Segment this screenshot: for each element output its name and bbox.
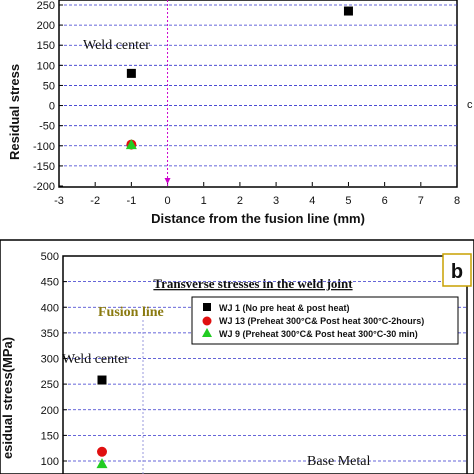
panel-a-data-marks	[125, 6, 353, 150]
panel-a-x-tick-label: 5	[345, 195, 351, 207]
legend-entry-wj9: WJ 9 (Preheat 300°C& Post heat 300°C-30 …	[219, 329, 418, 339]
panel-b-y-tick-label: 400	[41, 302, 59, 314]
panel-b-point-triangle	[96, 458, 108, 469]
panel-b-y-tick-label: 150	[41, 430, 59, 442]
panel-a-x-ticks: -3 -2 -1 0 1 2 3 4 5 6 7 8	[54, 182, 460, 207]
panel-a-x-tick-label: 7	[418, 195, 424, 207]
panel-b-y-tick-label: 350	[41, 328, 59, 340]
panel-b-point-square	[97, 375, 107, 385]
panel-b-y-axis-label: esidual stress(MPa)	[0, 337, 15, 459]
panel-b-y-tick-label: 300	[41, 354, 59, 366]
panel-b-badge-label: b	[451, 261, 463, 283]
panel-b-y-tick-label: 100	[41, 456, 59, 468]
legend-entry-wj13: WJ 13 (Preheat 300°C& Post heat 300°C-2h…	[219, 316, 424, 326]
panel-a-weld-center-annotation: Weld center	[83, 38, 150, 53]
panel-a-point-square	[126, 68, 136, 78]
panel-a-x-tick-label: -2	[90, 195, 100, 207]
panel-b-y-tick-label: 500	[41, 251, 59, 263]
panel-a-y-axis-label: Residual stress	[7, 64, 22, 160]
panel-b: 100 150 200 250 300 350 400 450 500 Transverse s…	[0, 251, 472, 474]
panel-a-y-tick-label: -100	[33, 141, 55, 153]
panel-a-x-tick-label: 8	[454, 195, 460, 207]
panel-b-badge	[442, 253, 472, 287]
panel-a-gridlines	[59, 4, 457, 167]
panel-a-x-tick-label: 4	[309, 195, 315, 207]
panel-a-x-tick-label: 6	[382, 195, 388, 207]
panel-a-fusion-arrow	[164, 178, 171, 184]
panel-b-point-circle	[97, 446, 107, 457]
panel-a-point-triangle	[125, 139, 137, 150]
panel-a-x-tick-label: 3	[273, 195, 279, 207]
panel-b-y-tick-label: 200	[41, 405, 59, 417]
panel-a-y-ticks: -200 -150 -100 -50 0 50 100 150 200 250	[33, 0, 63, 193]
panel-b-plot-frame	[62, 255, 468, 474]
panel-a-plot-frame	[58, 0, 458, 188]
panel-a-y-tick-label: -50	[39, 121, 55, 133]
legend-square-marker	[203, 303, 211, 311]
panel-a-x-tick-label: 0	[164, 195, 170, 207]
panel-a-y-tick-label: 50	[43, 80, 55, 92]
panel-b-legend: WJ 1 (No pre heat & post heat) WJ 13 (Pr…	[191, 296, 459, 345]
panel-a-y-tick-label: -150	[33, 161, 55, 173]
panel-a-x-tick-label: -3	[54, 195, 64, 207]
panel-a-y-tick-label: -200	[33, 181, 55, 193]
panel-a-x-tick-label: 1	[201, 195, 207, 207]
panel-a-point-square	[343, 6, 353, 16]
panel-a-y-tick-label: 0	[49, 101, 55, 113]
panel-a-x-tick-label: -1	[126, 195, 136, 207]
panel-b-title: Transverse stresses in the weld joint	[153, 276, 353, 291]
legend-entry-wj1: WJ 1 (No pre heat & post heat)	[219, 303, 350, 313]
legend-triangle-marker	[202, 328, 212, 337]
panel-a-y-tick-label: 150	[37, 40, 55, 52]
panel-b-y-tick-label: 250	[41, 379, 59, 391]
panel-a-y-tick-label: 200	[37, 20, 55, 32]
panel-b-weld-center-annotation: Weld center	[62, 352, 129, 367]
panel-b-y-ticks: 100 150 200 250 300 350 400 450 500	[41, 251, 67, 468]
panel-b-y-tick-label: 450	[41, 277, 59, 289]
legend-box	[191, 296, 459, 345]
panel-b-base-metal-annotation: Base Metal	[307, 454, 370, 469]
panel-a-edge-glyph: c	[467, 99, 473, 111]
panel-a-x-tick-label: 2	[237, 195, 243, 207]
legend-circle-marker	[202, 316, 212, 326]
panel-a: -200 -150 -100 -50 0 50 100 150 200 250 -3 -2 -1 0 1 2…	[7, 0, 473, 226]
panel-a-y-tick-label: 100	[37, 60, 55, 72]
panel-b-data-marks	[96, 375, 108, 469]
panel-b-fusion-line-label: Fusion line	[98, 305, 164, 320]
panel-a-y-tick-label: 250	[37, 0, 55, 12]
panel-a-x-axis-label: Distance from the fusion line (mm)	[151, 211, 365, 226]
